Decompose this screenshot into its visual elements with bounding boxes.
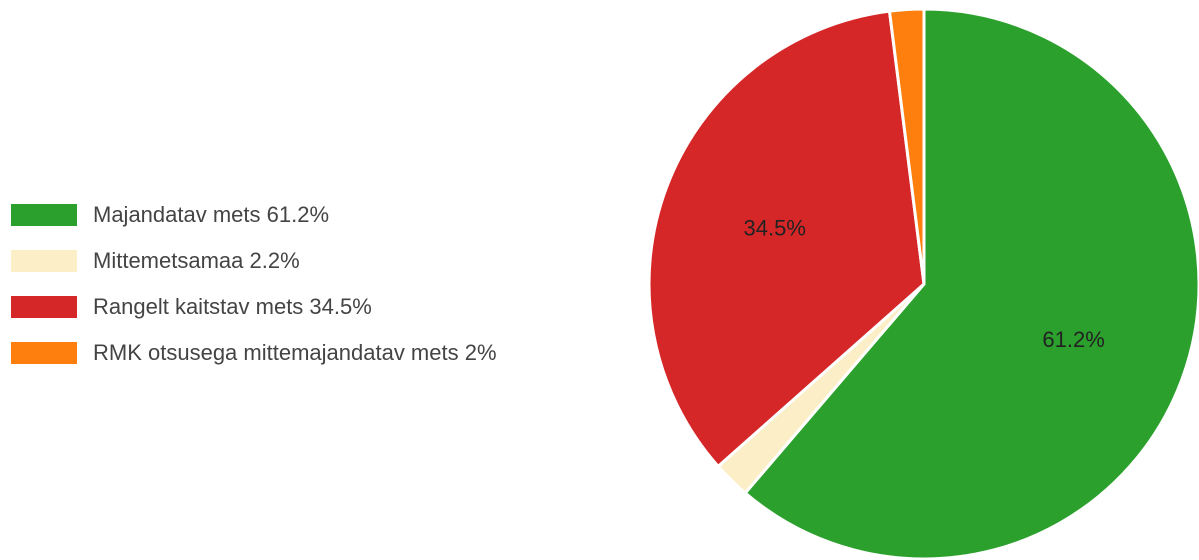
pie-slice-rangelt-kaitstav-mets — [647, 9, 926, 468]
pie-data-label-majandatav-mets: 61.2% — [1042, 327, 1104, 352]
legend-swatch-mittemetsamaa — [11, 249, 77, 272]
legend-item-majandatav-mets: Majandatav mets 61.2% — [11, 198, 497, 231]
pie-slices — [647, 7, 1199, 560]
pie-data-labels: 61.2% 34.5% — [744, 215, 1105, 351]
pie-slice-majandatav-mets — [743, 7, 1199, 560]
pie-slice-rmk-otsusega-mittemajandatav-mets — [887, 7, 926, 286]
legend-label-majandatav-mets: Majandatav mets 61.2% — [93, 201, 330, 227]
legend-swatch-majandatav-mets — [11, 203, 77, 226]
legend-item-mittemetsamaa: Mittemetsamaa 2.2% — [11, 244, 497, 277]
legend-label-rmk-otsusega: RMK otsusega mittemajandatav mets 2% — [93, 339, 497, 365]
legend-item-rangelt-kaitstav-mets: Rangelt kaitstav mets 34.5% — [11, 290, 497, 323]
pie-data-label-rangelt-kaitstav-mets: 34.5% — [744, 215, 806, 240]
legend-label-mittemetsamaa: Mittemetsamaa 2.2% — [93, 247, 300, 273]
chart-legend: Majandatav mets 61.2% Mittemetsamaa 2.2%… — [11, 198, 497, 382]
legend-swatch-rangelt-kaitstav-mets — [11, 295, 77, 318]
legend-item-rmk-otsusega: RMK otsusega mittemajandatav mets 2% — [11, 336, 497, 369]
legend-label-rangelt-kaitstav-mets: Rangelt kaitstav mets 34.5% — [93, 293, 372, 319]
legend-swatch-rmk-otsusega — [11, 341, 77, 364]
